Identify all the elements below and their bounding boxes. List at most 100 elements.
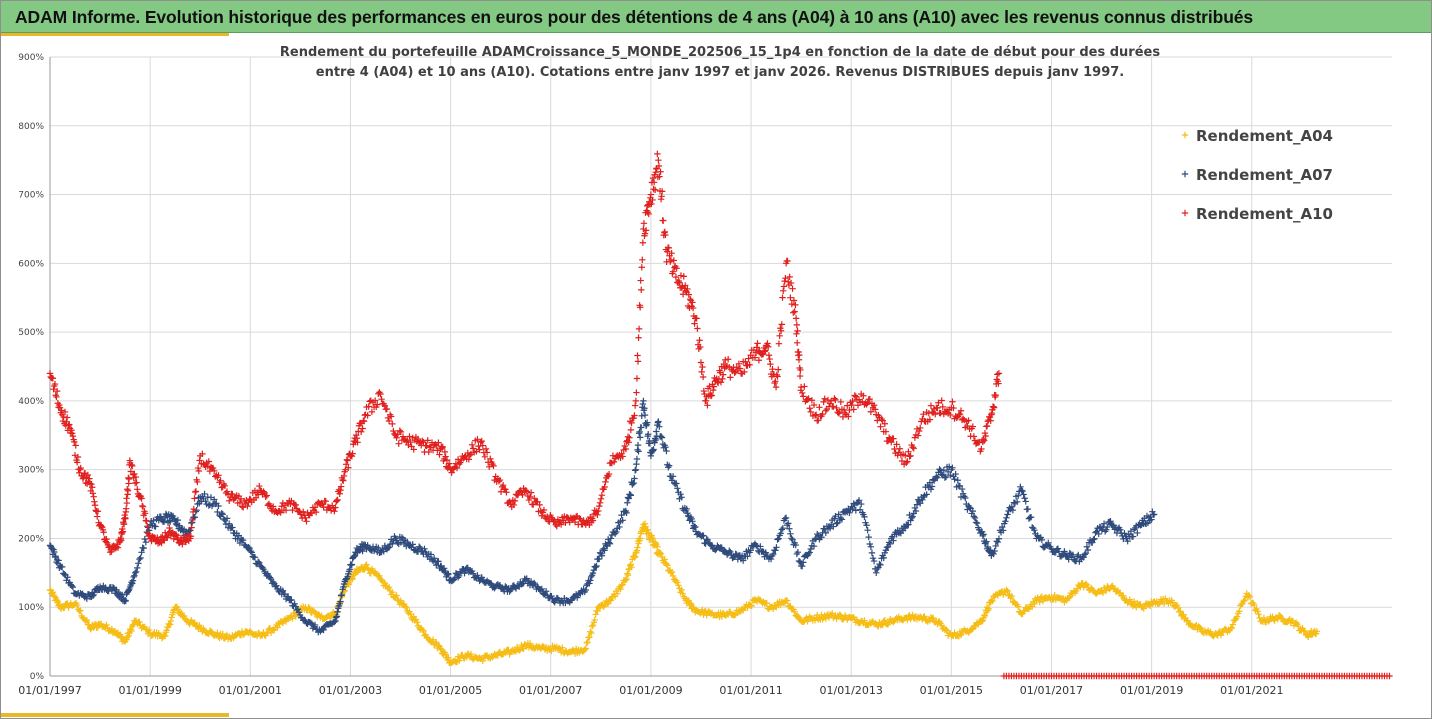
data-point [994, 371, 1001, 378]
data-point [1181, 616, 1188, 623]
data-point [260, 488, 267, 495]
data-point [525, 496, 533, 504]
data-point [468, 441, 476, 448]
data-point [776, 332, 783, 340]
data-point [365, 403, 372, 410]
data-point [786, 273, 793, 281]
data-point [705, 539, 713, 547]
data-point [651, 186, 659, 194]
data-point [221, 482, 229, 490]
data-point [618, 450, 625, 457]
data-point [309, 625, 317, 632]
data-point [467, 450, 475, 458]
data-point [866, 395, 873, 403]
data-point [1065, 556, 1072, 563]
data-point [311, 609, 319, 616]
data-point [886, 540, 894, 548]
data-point [435, 439, 442, 446]
data-point [1217, 632, 1225, 639]
data-point [390, 427, 397, 435]
data-point [435, 642, 442, 649]
data-point [980, 531, 987, 538]
data-point [732, 550, 739, 558]
data-point [1136, 521, 1143, 528]
data-point [361, 541, 368, 548]
data-point [63, 414, 71, 421]
data-point [184, 532, 192, 539]
data-point [1106, 586, 1113, 593]
data-point [836, 611, 843, 618]
data-point [371, 397, 379, 404]
data-point [429, 636, 437, 643]
data-point [781, 515, 789, 522]
data-point [366, 398, 373, 405]
data-point [340, 477, 347, 484]
data-point [383, 405, 391, 413]
data-point [303, 518, 310, 525]
data-point [720, 360, 728, 368]
data-point [947, 472, 954, 479]
data-point [601, 547, 608, 554]
data-point [349, 575, 356, 582]
data-point [360, 418, 368, 425]
data-point [766, 355, 773, 363]
data-point [632, 397, 640, 405]
data-point [679, 590, 686, 597]
data-point [1047, 543, 1054, 551]
data-point [777, 530, 784, 537]
data-point [1130, 598, 1138, 605]
data-point [748, 602, 755, 610]
data-point [248, 549, 255, 556]
data-point [103, 536, 110, 543]
data-point [292, 501, 299, 509]
data-point [490, 583, 497, 591]
data-point [616, 523, 623, 531]
data-point [621, 442, 628, 450]
data-point [691, 320, 698, 327]
data-point [406, 433, 413, 440]
data-point [913, 501, 921, 508]
data-point [598, 492, 606, 499]
data-point [673, 480, 680, 487]
data-point [347, 561, 355, 569]
data-point [467, 650, 475, 658]
data-point [885, 539, 893, 546]
data-point [626, 491, 634, 498]
data-point [750, 597, 758, 604]
data-point [689, 518, 696, 525]
data-point [460, 565, 467, 573]
data-point [787, 279, 795, 287]
data-point [790, 297, 798, 304]
data-point [956, 410, 964, 418]
data-point [794, 612, 802, 620]
data-point [915, 615, 923, 622]
data-point [596, 499, 604, 506]
data-point [66, 421, 73, 428]
data-point [251, 553, 259, 561]
data-point [783, 597, 791, 604]
data-point [1015, 603, 1022, 610]
data-point [699, 363, 706, 371]
data-point [917, 424, 924, 432]
data-point [294, 606, 302, 613]
data-point [77, 464, 84, 472]
data-point [625, 439, 632, 446]
data-point [55, 557, 62, 564]
data-point [657, 433, 665, 440]
data-point [1233, 613, 1241, 620]
data-point [965, 417, 972, 424]
data-point [202, 497, 209, 505]
data-point [119, 528, 127, 535]
data-point [218, 510, 225, 517]
data-point [796, 372, 804, 380]
data-point [694, 325, 701, 332]
data-point [345, 464, 352, 471]
data-point [942, 626, 950, 633]
data-point [928, 408, 936, 416]
data-point [65, 422, 72, 430]
data-point [944, 468, 952, 476]
data-point [731, 611, 738, 619]
data-point [219, 511, 226, 518]
data-point [631, 412, 638, 419]
data-point [986, 548, 993, 555]
